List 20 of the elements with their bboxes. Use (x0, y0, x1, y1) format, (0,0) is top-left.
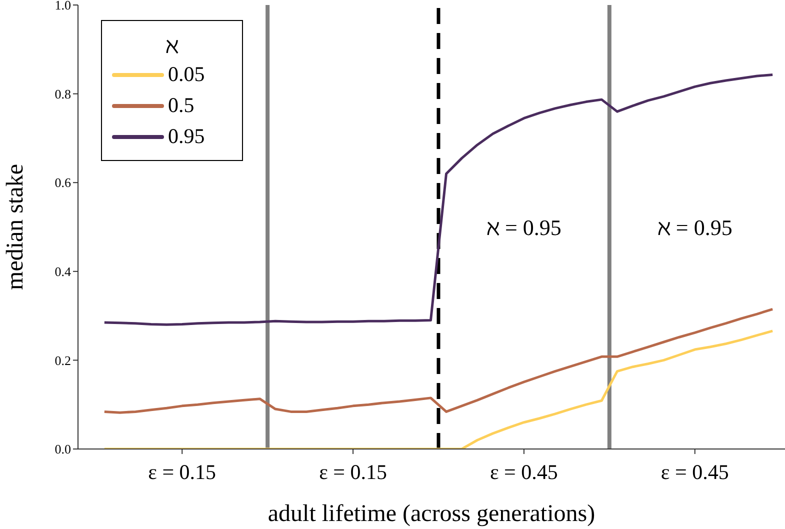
annotation: ℵ = 0.95 (486, 214, 562, 240)
y-tick-label: 0.0 (54, 442, 71, 457)
legend-label: 0.95 (168, 123, 205, 150)
x-tick-label: ε = 0.15 (148, 460, 216, 484)
legend-label: 0.05 (168, 61, 205, 88)
x-axis-title: adult lifetime (across generations) (268, 501, 596, 527)
x-tick-label: ε = 0.15 (319, 460, 387, 484)
y-tick-label: 0.4 (54, 264, 72, 280)
annotation: ℵ = 0.95 (657, 214, 732, 240)
line-series (103, 308, 774, 414)
x-tick-label: ε = 0.45 (490, 460, 558, 484)
x-tick-label: ε = 0.45 (660, 460, 729, 484)
y-tick-label: 0.2 (54, 352, 71, 368)
y-axis-title: median stake (2, 164, 29, 290)
y-tick-label: 0.8 (54, 86, 71, 102)
y-tick-label: 1.0 (54, 0, 71, 13)
legend-title: ℵ (164, 32, 180, 59)
line-series (103, 330, 774, 449)
y-tick-label: 0.6 (54, 175, 72, 190)
legend-label: 0.5 (168, 92, 194, 119)
